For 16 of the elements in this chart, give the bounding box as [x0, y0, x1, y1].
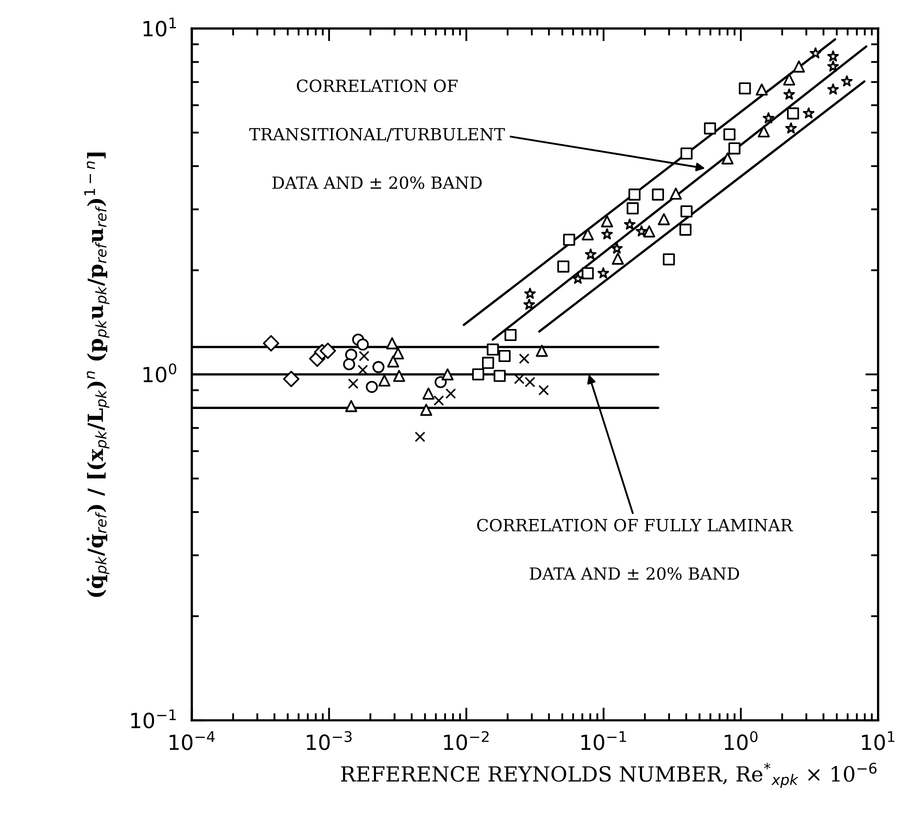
annotation: DATA AND ± 20% BAND — [272, 176, 482, 189]
x-tick-label: 10$^{−4}$ — [170, 731, 215, 750]
x-tick-label: 10$^{−2}$ — [444, 731, 489, 750]
y-tick-label: 10$^{1}$ — [144, 18, 176, 37]
annotation: CORRELATION OF — [296, 79, 458, 92]
y-tick-label: 10$^{−1}$ — [131, 709, 176, 728]
x-tick-label: 10$^{1}$ — [862, 731, 894, 750]
annotation: CORRELATION OF FULLY LAMINAR — [477, 518, 794, 532]
x-tick-label: 10$^{0}$ — [724, 731, 758, 750]
y-tick-label: 10$^{0}$ — [144, 363, 176, 382]
x-tick-label: 10$^{−3}$ — [306, 731, 352, 750]
x-tick-label: 10$^{−1}$ — [581, 731, 626, 750]
text: (q̇$_{pk}$/q̇$_{ref}$) / [(x$_{pk}$/L$_{pk}$)$^{n}$ (p$_{pk}$u$_{pk}$/p$_{ref}$u$_{ref}$)$^{1−n}$] — [84, 152, 110, 597]
annotation: DATA AND ± 20% BAND — [530, 567, 740, 580]
x-axis-title: REFERENCE REYNOLDS NUMBER, Re$^{*}$$_{xpk}$ × 10$^{−6}$ — [341, 762, 877, 788]
annotation: TRANSITIONAL/TURBULENT — [249, 128, 505, 142]
